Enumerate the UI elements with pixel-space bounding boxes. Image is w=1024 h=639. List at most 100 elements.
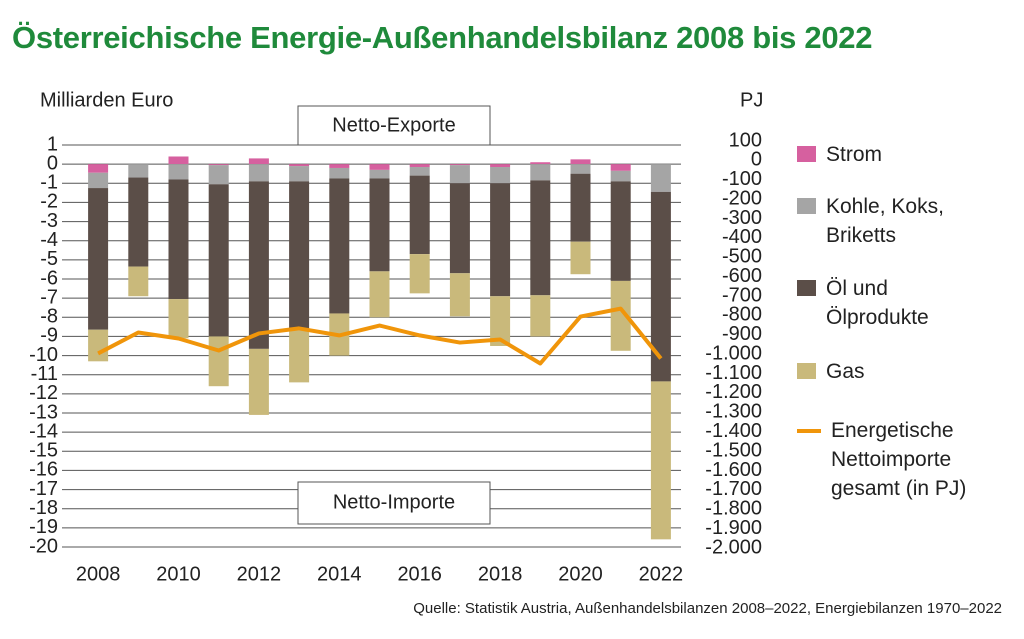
bar-segment [570,241,591,275]
annotation: Netto-Exporte [332,114,455,136]
bar-segment [289,166,310,182]
annotation-box [297,481,491,525]
bar-segment [570,173,591,242]
legend-label: Öl und Ölprodukte [826,277,929,329]
y-tick-label: -10 [29,344,58,366]
y-tick-label: -15 [29,440,58,462]
y2-tick-label: 100 [729,129,762,151]
y2-tick-label: -1.000 [705,342,762,364]
y-tick-label: -18 [29,497,58,519]
legend-item: Gas [797,357,1016,386]
bar-segment [329,164,350,168]
legend-swatch [797,429,821,433]
x-tick-label: 2014 [317,563,362,585]
annotation: Netto-Importe [333,491,455,513]
y2-tick-label: -400 [722,226,762,248]
y-axis-label: Milliarden Euro [40,89,173,111]
legend-swatch [797,363,816,379]
bar-segment [369,164,390,170]
bar-segment [248,348,269,415]
bar-segment [449,273,470,317]
legend-label: Strom [826,143,883,166]
y-tick-label: -6 [40,267,58,289]
bar-segment [650,164,671,192]
x-tick-label: 2022 [639,563,684,585]
chart-title: Österreichische Energie-Außenhandelsbila… [12,20,873,55]
y2-tick-label: -1.100 [705,362,762,384]
bar-segment [329,167,350,179]
bar-segment [570,164,591,174]
bar-segment [449,183,470,274]
legend-item: Kohle, Koks, Briketts [797,192,956,250]
bar-segment [530,164,551,181]
y-tick-label: -7 [40,286,58,308]
y2-tick-label: -700 [722,284,762,306]
y2-tick-label: -300 [722,207,762,229]
bar-segment [369,271,390,318]
x-tick-label: 2018 [478,563,523,585]
y-tick-label: 0 [47,152,58,174]
y-tick-label: -12 [29,382,58,404]
bar-segment [369,178,390,272]
y2-tick-label: -1.500 [705,439,762,461]
y2-tick-label: -1.600 [705,459,762,481]
y2-axis-label: PJ [740,89,763,111]
bar-segment [409,167,430,176]
y-tick-label: -11 [31,363,58,385]
bar-segment [409,164,430,168]
y2-tick-label: -1.400 [705,420,762,442]
bar-segment [530,180,551,296]
y2-tick-label: -100 [722,168,762,190]
y2-tick-label: -900 [722,323,762,345]
legend-label: Kohle, Koks, Briketts [826,195,944,247]
bar-segment [248,164,269,182]
bar-segment [610,280,631,351]
x-tick-label: 2010 [156,563,201,585]
bar-segment [610,164,631,171]
legend-item: Strom [797,140,1016,169]
bar-segment [369,169,390,179]
y2-tick-label: -1.300 [705,401,762,423]
y2-tick-label: -800 [722,304,762,326]
y2-tick-label: -1.700 [705,478,762,500]
y2-tick-label: -2.000 [705,536,762,558]
bar-segment [650,191,671,382]
bar-segment [490,296,511,346]
x-tick-label: 2016 [397,563,442,585]
bar-segment [88,164,109,173]
bar-segment [650,381,671,540]
bar-segment [128,177,149,267]
x-tick-label: 2020 [558,563,603,585]
y2-tick-label: 0 [751,149,762,171]
x-tick-label: 2012 [237,563,282,585]
bar-segment [409,254,430,294]
y-tick-label: -14 [29,420,58,442]
y2-tick-label: -500 [722,246,762,268]
bar-segment [168,299,189,339]
bar-segment [610,181,631,281]
bar-segment [88,188,109,330]
y-tick-label: -17 [29,478,58,500]
y-tick-label: -8 [40,306,58,328]
bar-segment [289,164,310,167]
bar-segment [88,329,109,362]
bar-segment [570,159,591,165]
source: Quelle: Statistik Austria, Außenhandelsb… [413,600,1002,617]
bar-segment [88,172,109,189]
bar-segment [530,295,551,337]
y2-tick-label: -1.200 [705,381,762,403]
legend-item: Öl und Ölprodukte [797,274,956,332]
bar-segment [610,170,631,182]
y-tick-label: -3 [40,210,58,232]
y2-tick-label: -1.900 [705,517,762,539]
y2-tick-label: -1.800 [705,498,762,520]
bar-segment [128,266,149,297]
y-tick-label: 1 [47,133,58,155]
y2-tick-label: -600 [722,265,762,287]
y-tick-label: -1 [40,172,58,194]
y-tick-label: -9 [40,325,58,347]
bar-segment [329,178,350,314]
bar-segment [289,330,310,383]
line [97,306,663,366]
